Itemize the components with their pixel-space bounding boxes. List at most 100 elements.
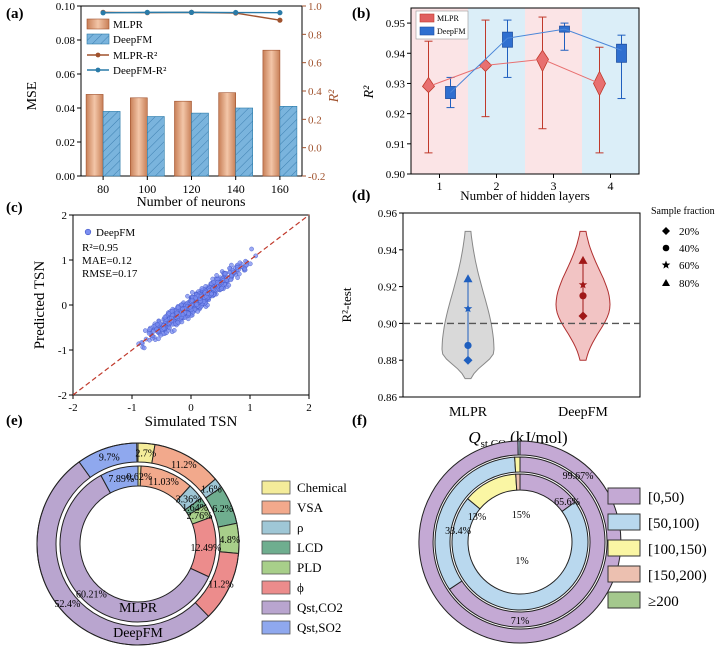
ytick-d-0.96: 0.96 [378,208,398,220]
point-MLPR-60 [463,304,473,313]
legend-label-deepfm-r2: DeepFM-R² [113,65,167,77]
e-legend-label-1: VSA [297,500,324,515]
panel-c-identity-line [72,214,310,396]
legend-swatch-mlpr [86,18,110,30]
f-label-2: 33.4% [445,526,471,537]
scatter-point [175,319,181,325]
scatter-point [222,271,228,277]
legend-label-deepfm-c: DeepFM [96,227,135,239]
e-legend-label-4: PLD [297,560,322,575]
point-DeepFM-80 [578,255,588,264]
panel-a-legend: MLPR DeepFM MLPR-R² DeepFM-R² [86,18,167,77]
panel-d: (d) 0.86 0.88 0.90 0.92 0.94 0.96 MLPR DeepFM… [339,188,715,420]
ytick-right-1.0: 1.0 [308,1,322,13]
panel-d-ylabel: R²-test [339,287,354,322]
e-legend-label-0: Chemical [297,480,347,495]
scatter-point [154,322,160,327]
ytick-c-1: 1 [62,255,68,267]
panel-a-label: (a) [6,6,24,22]
e-legend-swatch-5 [261,580,291,595]
legend-marker-20 [662,227,670,235]
e-inner-label-4: 2.76% [187,511,213,522]
legend-label-mlpr: MLPR [113,19,144,31]
panel-a-ylabel: MSE [25,82,40,111]
scatter-point [199,286,205,291]
panel-a: (a) 0.00 0.02 0.04 0.06 0.08 0.10 -0.2 0.0 0.2 0… [6,1,342,210]
band-4 [582,8,639,174]
panel-e: (e) 2.7% 11.2% 1.6% 6.2% 4.8% 11.2% 52.4% 9.7% 0… [6,413,347,646]
f-legend-swatch-4 [607,591,641,609]
f-legend-swatch-3 [607,565,641,583]
ytick-b-0.95: 0.95 [386,18,406,30]
e-outer-label-1: 11.2% [171,460,196,471]
xtick-b-3: 3 [551,179,557,193]
marker-MLPR-R²-160 [277,17,283,23]
scatter-point [242,266,248,272]
f-label-0: 99.67% [563,471,594,482]
legend-label-deepfm: DeepFM [113,34,152,46]
f-ring1-seg-0 [418,440,622,644]
xtick-80: 80 [97,182,109,196]
e-legend-swatch-0 [261,480,291,495]
panel-d-label: (d) [352,188,370,204]
legend-label-mlpr-r2: MLPR-R² [113,50,158,62]
xtick-c-2: 2 [306,402,312,414]
ytick-c-2: 2 [62,210,68,222]
bar-deepfm-140 [235,107,253,177]
band-3 [525,8,582,174]
marker-DeepFM-R²-100 [144,9,150,15]
panel-d-legend: Sample fraction 20% 40% 60% 80% [651,206,715,290]
ytick-0.10: 0.10 [56,1,76,13]
e-inner-seg-7 [100,465,139,494]
ytick-d-0.88: 0.88 [378,355,398,367]
e-outer-label-3: 6.2% [212,504,233,515]
panel-c-xlabel: Simulated TSN [145,414,238,430]
f-label-4: 13% [468,512,486,523]
panel-b-frame [410,7,640,175]
panel-c-ylabel: Predicted TSN [32,261,48,350]
e-outer-label-6: 52.4% [55,599,81,610]
scatter-point [179,319,185,325]
scatter-point [175,305,181,310]
ytick-right-0.0: 0.0 [308,143,322,155]
panel-f: (f) Qst,CO2(kJ/mol) 99.67%65.6%33.4%15%1… [352,413,707,644]
bar-deepfm-80 [102,111,121,177]
panel-b: (b) 0.90 0.91 0.92 0.93 0.94 0.95 1 2 3 4 R² Num… [352,6,640,203]
legend-swatch-deepfm-b [419,26,435,36]
legend-label-mlpr-b: MLPR [437,14,459,23]
point-MLPR-40 [464,341,472,350]
scatter-point [189,297,195,303]
f-legend-swatch-2 [607,539,641,557]
ytick-d-0.86: 0.86 [378,392,398,404]
e-outer-label-7: 9.7% [99,453,120,464]
panel-d-legend-title: Sample fraction [651,206,715,217]
f-ring3-seg-3 [515,473,521,491]
point-DeepFM-20 [578,311,588,321]
legend-label-40: 40% [679,243,699,255]
scatter-point [194,302,199,308]
panel-c-stat-rmse: RMSE=0.17 [82,268,138,280]
ytick-right--0.2: -0.2 [308,171,325,183]
f-legend-label-0: [0,50) [648,490,684,506]
ytick-0.00: 0.00 [56,171,76,183]
scatter-point [186,311,191,316]
scatter-point [146,331,152,336]
e-inner-seg-6 [59,474,210,623]
e-legend-label-6: Qst,CO2 [297,600,343,615]
ytick-right-0.6: 0.6 [308,58,322,70]
ytick-d-0.92: 0.92 [378,282,397,294]
point-MLPR-80 [463,274,473,283]
f-legend-label-3: [150,200) [648,568,707,584]
f-ring3-seg-1 [451,497,589,611]
scatter-point [227,269,233,275]
ytick-c-0: 0 [62,300,68,312]
scatter-point [166,311,172,316]
e-legend-swatch-6 [261,600,291,615]
panel-d-xtick-deepfm: DeepFM [558,405,608,420]
scatter-point [167,325,172,331]
scatter-point [249,246,254,252]
ytick-0.08: 0.08 [56,35,76,47]
panel-e-label: (e) [6,413,23,429]
point-DeepFM-40 [579,292,587,300]
